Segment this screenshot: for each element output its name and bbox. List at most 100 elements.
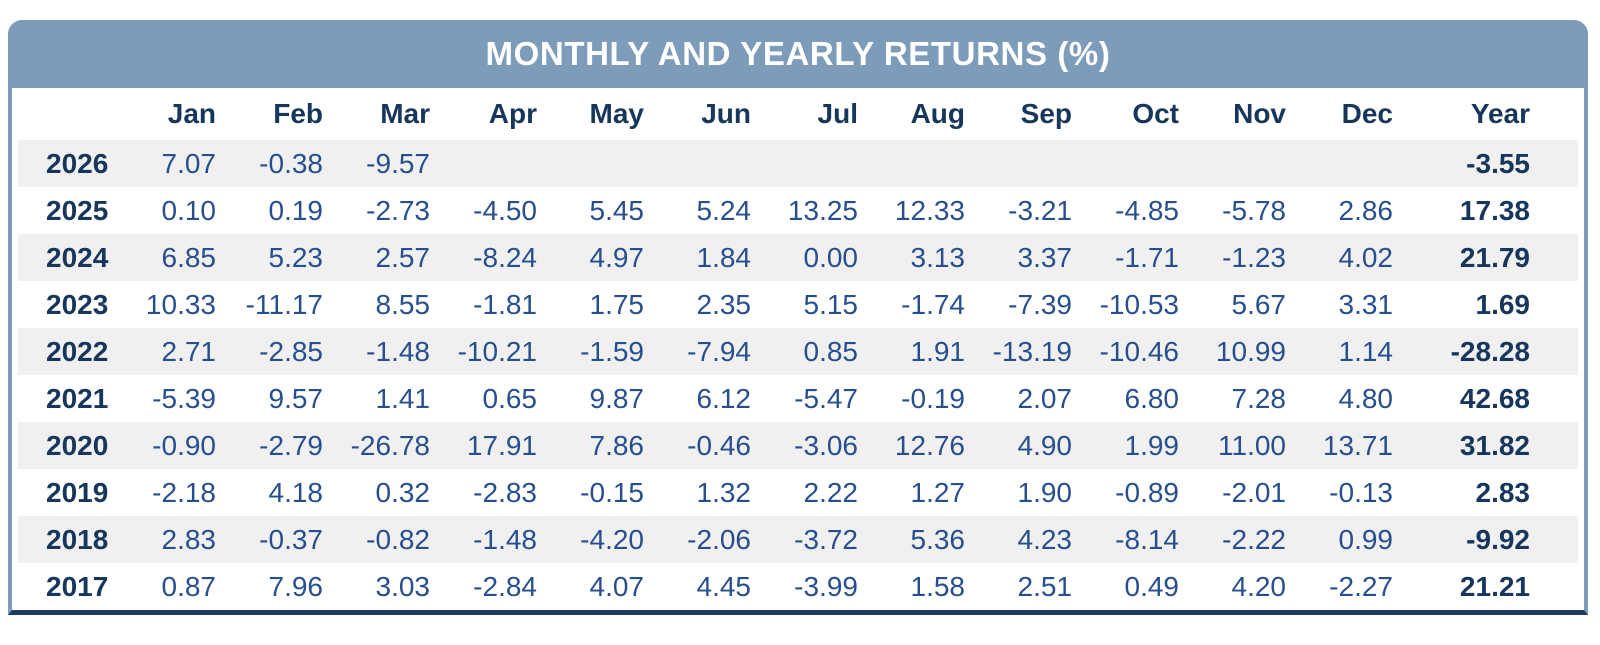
cell-2024-jun: 1.84 xyxy=(696,241,752,273)
returns-table-container: Jan Feb Mar Apr May Jun Jul Aug Sep Oct Nov Dec Year… xyxy=(8,88,1588,615)
row-year-label: 2017 xyxy=(46,570,109,602)
returns-table-rows: 2026 7.07 -0.38 -9.57 -3.55 2025 0.10 0.19 -2.73… xyxy=(18,140,1578,610)
cell-2024-aug: 3.13 xyxy=(910,241,966,273)
cell-2024-jan: 6.85 xyxy=(161,241,217,273)
cell-2018-aug: 5.36 xyxy=(910,523,966,555)
cell-2018-nov: -2.22 xyxy=(1222,523,1286,555)
cell-2023-dec: 3.31 xyxy=(1338,288,1394,320)
cell-2024-sep: 3.37 xyxy=(1017,241,1073,273)
cell-2023-jul: 5.15 xyxy=(803,288,859,320)
cell-2025-jun: 5.24 xyxy=(696,194,752,226)
cell-2026-nov xyxy=(1193,140,1300,187)
cell-2017-jan: 0.87 xyxy=(161,570,217,602)
cell-2026-oct xyxy=(1086,140,1193,187)
cell-2023-nov: 5.67 xyxy=(1231,288,1287,320)
cell-2022-aug: 1.91 xyxy=(910,335,966,367)
cell-2018-feb: -0.37 xyxy=(259,523,323,555)
table-row-2021: 2021 -5.39 9.57 1.41 0.65 9.87 6.12 -5.47 -0.19 2… xyxy=(18,375,1578,422)
cell-2026-feb: -0.38 xyxy=(259,147,323,179)
cell-2021-jul: -5.47 xyxy=(794,382,858,414)
table-row-2019: 2019 -2.18 4.18 0.32 -2.83 -0.15 1.32 2.22 1.27 1… xyxy=(18,469,1578,516)
column-header-jun: Jun xyxy=(701,98,751,129)
cell-2024-dec: 4.02 xyxy=(1338,241,1394,273)
cell-2018-jun: -2.06 xyxy=(687,523,751,555)
table-row-2025: 2025 0.10 0.19 -2.73 -4.50 5.45 5.24 13.25 12.33… xyxy=(18,187,1578,234)
cell-2025-may: 5.45 xyxy=(589,194,645,226)
cell-2026-jul xyxy=(765,140,872,187)
column-header-apr: Apr xyxy=(488,98,537,129)
cell-2018-dec: 0.99 xyxy=(1338,523,1394,555)
cell-2021-may: 9.87 xyxy=(589,382,645,414)
cell-2022-apr: -10.21 xyxy=(457,335,537,367)
row-year-total: 42.68 xyxy=(1459,382,1530,414)
cell-2022-sep: -13.19 xyxy=(992,335,1072,367)
returns-card: MONTHLY AND YEARLY RETURNS (%) Jan Feb Mar… xyxy=(8,20,1588,615)
cell-2024-feb: 5.23 xyxy=(268,241,324,273)
column-header-dec: Dec xyxy=(1341,98,1393,129)
cell-2021-sep: 2.07 xyxy=(1017,382,1073,414)
cell-2021-apr: 0.65 xyxy=(482,382,538,414)
cell-2017-oct: 0.49 xyxy=(1124,570,1180,602)
cell-2018-jan: 2.83 xyxy=(161,523,217,555)
cell-2018-apr: -1.48 xyxy=(473,523,537,555)
cell-2021-dec: 4.80 xyxy=(1338,382,1394,414)
cell-2022-may: -1.59 xyxy=(580,335,644,367)
table-row-2018: 2018 2.83 -0.37 -0.82 -1.48 -4.20 -2.06 -3.72 5.… xyxy=(18,516,1578,563)
column-header-jul: Jul xyxy=(817,98,858,129)
cell-2024-oct: -1.71 xyxy=(1115,241,1179,273)
row-year-total: 31.82 xyxy=(1459,429,1530,461)
cell-2021-feb: 9.57 xyxy=(268,382,324,414)
row-year-total: 1.69 xyxy=(1475,288,1531,320)
row-year-label: 2019 xyxy=(46,476,109,508)
cell-2018-jul: -3.72 xyxy=(794,523,858,555)
row-year-total: -9.92 xyxy=(1466,523,1530,555)
cell-2019-sep: 1.90 xyxy=(1017,476,1073,508)
cell-2017-feb: 7.96 xyxy=(268,570,324,602)
cell-2017-jun: 4.45 xyxy=(696,570,752,602)
cell-2019-nov: -2.01 xyxy=(1222,476,1286,508)
cell-2021-aug: -0.19 xyxy=(901,382,965,414)
row-year-label: 2020 xyxy=(46,429,109,461)
row-year-total: 21.79 xyxy=(1459,241,1530,273)
cell-2026-sep xyxy=(979,140,1086,187)
cell-2024-nov: -1.23 xyxy=(1222,241,1286,273)
cell-2019-dec: -0.13 xyxy=(1329,476,1393,508)
cell-2024-jul: 0.00 xyxy=(803,241,859,273)
cell-2023-feb: -11.17 xyxy=(245,288,323,320)
cell-2020-dec: 13.71 xyxy=(1322,429,1393,461)
table-title: MONTHLY AND YEARLY RETURNS (%) xyxy=(485,35,1111,72)
cell-2025-oct: -4.85 xyxy=(1115,194,1179,226)
row-year-label: 2018 xyxy=(46,523,109,555)
cell-2017-nov: 4.20 xyxy=(1231,570,1287,602)
cell-2018-may: -4.20 xyxy=(580,523,644,555)
cell-2022-jan: 2.71 xyxy=(161,335,217,367)
cell-2025-apr: -4.50 xyxy=(473,194,537,226)
cell-2021-jan: -5.39 xyxy=(152,382,216,414)
cell-2019-feb: 4.18 xyxy=(268,476,324,508)
cell-2017-aug: 1.58 xyxy=(910,570,966,602)
cell-2022-jun: -7.94 xyxy=(687,335,751,367)
cell-2022-mar: -1.48 xyxy=(366,335,430,367)
cell-2017-sep: 2.51 xyxy=(1017,570,1073,602)
cell-2021-oct: 6.80 xyxy=(1124,382,1180,414)
cell-2019-jul: 2.22 xyxy=(803,476,859,508)
column-header-nov: Nov xyxy=(1233,98,1286,129)
column-header-may: May xyxy=(589,98,644,129)
cell-2019-mar: 0.32 xyxy=(375,476,431,508)
cell-2020-sep: 4.90 xyxy=(1017,429,1073,461)
row-year-total: 17.38 xyxy=(1459,194,1530,226)
cell-2026-jun xyxy=(658,140,765,187)
column-header-year: Year xyxy=(1470,98,1530,129)
cell-2020-apr: 17.91 xyxy=(466,429,537,461)
cell-2025-dec: 2.86 xyxy=(1338,194,1394,226)
column-header-jan: Jan xyxy=(167,98,216,129)
cell-2021-jun: 6.12 xyxy=(696,382,752,414)
cell-2017-may: 4.07 xyxy=(589,570,645,602)
column-header-oct: Oct xyxy=(1132,98,1179,129)
cell-2017-apr: -2.84 xyxy=(473,570,537,602)
cell-2018-oct: -8.14 xyxy=(1115,523,1179,555)
cell-2019-oct: -0.89 xyxy=(1115,476,1179,508)
cell-2020-mar: -26.78 xyxy=(350,429,430,461)
cell-2026-mar: -9.57 xyxy=(366,147,430,179)
